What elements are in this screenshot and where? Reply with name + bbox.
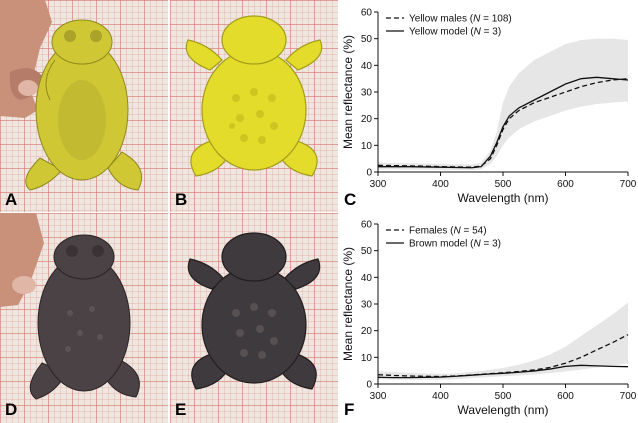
chart-brown-reflectance: 300 400 500 600 700 0 10 20 30 40 50 60 Wavelength (… bbox=[341, 220, 637, 418]
photo-yellow-toad-held bbox=[0, 0, 168, 212]
y-tick-label: 10 bbox=[361, 141, 373, 152]
photo-brown-toad-held bbox=[0, 213, 168, 423]
x-axis-label: Wavelength (nm) bbox=[458, 403, 549, 417]
y-tick-label: 40 bbox=[361, 273, 373, 284]
y-tick-label: 20 bbox=[361, 114, 373, 125]
legend-label-2: Brown model (N = 3) bbox=[409, 239, 501, 250]
series-line-1 bbox=[377, 78, 629, 168]
series-line-2 bbox=[378, 76, 629, 169]
x-tick-label: 400 bbox=[432, 179, 449, 190]
x-axis-label: Wavelength (nm) bbox=[458, 191, 549, 205]
y-tick-label: 60 bbox=[361, 8, 373, 19]
x-tick-label: 700 bbox=[620, 179, 637, 190]
hand bbox=[0, 213, 44, 307]
series-line-1 bbox=[377, 334, 629, 378]
legend-label-2: Yellow model (N = 3) bbox=[409, 27, 501, 38]
x-tick-label: 300 bbox=[370, 391, 387, 402]
y-tick-label: 0 bbox=[366, 168, 372, 179]
panel-label-f: F bbox=[344, 400, 355, 419]
x-tick-label: 500 bbox=[495, 391, 512, 402]
y-tick-label: 30 bbox=[361, 300, 373, 311]
x-tick-label: 600 bbox=[557, 179, 574, 190]
panel-label-d: D bbox=[5, 400, 18, 419]
y-tick-label: 20 bbox=[361, 326, 373, 337]
photo-yellow-toad-model bbox=[170, 0, 338, 212]
y-axis-label: Mean reflectance (%) bbox=[341, 247, 355, 361]
panel-label-b: B bbox=[175, 190, 188, 209]
series-line-2 bbox=[377, 364, 629, 379]
photo-brown-toad-model bbox=[170, 213, 338, 423]
y-tick-label: 50 bbox=[361, 246, 373, 257]
y-axis-label: Mean reflectance (%) bbox=[341, 35, 355, 149]
x-tick-label: 300 bbox=[370, 179, 387, 190]
legend-label-1: Females (N = 54) bbox=[409, 226, 487, 237]
panel-label-e: E bbox=[175, 400, 187, 419]
chart-yellow-reflectance: 300 400 500 600 700 0 10 20 30 40 50 60 Wavelength (… bbox=[341, 8, 637, 206]
x-tick-label: 400 bbox=[432, 391, 449, 402]
x-tick-label: 600 bbox=[557, 391, 574, 402]
panel-label-a: A bbox=[5, 190, 18, 209]
y-tick-label: 30 bbox=[361, 88, 373, 99]
y-tick-label: 0 bbox=[366, 380, 372, 391]
legend-label-1: Yellow males (N = 108) bbox=[409, 14, 512, 25]
y-tick-label: 50 bbox=[361, 34, 373, 45]
y-tick-label: 10 bbox=[361, 353, 373, 364]
panel-label-c: C bbox=[344, 190, 357, 209]
y-tick-label: 60 bbox=[361, 220, 373, 231]
variation-envelope bbox=[378, 38, 628, 171]
x-tick-label: 500 bbox=[495, 179, 512, 190]
variation-envelope bbox=[378, 302, 628, 380]
x-tick-label: 700 bbox=[620, 391, 637, 402]
y-tick-label: 40 bbox=[361, 61, 373, 72]
